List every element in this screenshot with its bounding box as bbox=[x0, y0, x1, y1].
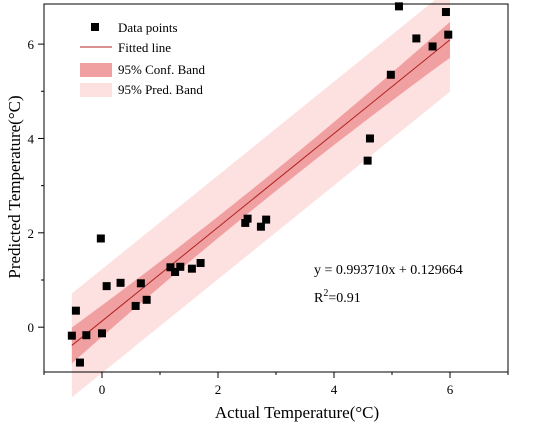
x-tick-label-4: 4 bbox=[331, 382, 338, 397]
legend-marker-conf bbox=[80, 63, 112, 77]
legend: Data points Fitted line 95% Conf. Band 9… bbox=[80, 20, 206, 97]
data-point-18 bbox=[243, 214, 252, 223]
data-point-5 bbox=[96, 234, 105, 243]
data-point-19 bbox=[256, 222, 265, 231]
y-tick-label-4: 4 bbox=[28, 131, 35, 146]
data-point-15 bbox=[187, 264, 196, 273]
data-point-13 bbox=[171, 267, 180, 276]
legend-label-conf: 95% Conf. Band bbox=[118, 62, 206, 77]
fit-equation: y = 0.993710x + 0.129664 bbox=[314, 263, 463, 278]
x-tick-label-0: 0 bbox=[99, 382, 106, 397]
fit-line-layer bbox=[71, 39, 451, 346]
data-point-22 bbox=[365, 134, 374, 143]
data-point-25 bbox=[412, 34, 421, 43]
data-point-1 bbox=[67, 331, 76, 340]
data-point-27 bbox=[441, 8, 450, 17]
legend-marker-points bbox=[91, 23, 99, 31]
data-point-4 bbox=[82, 331, 91, 340]
y-axis-label: Predicted Temperature(°C) bbox=[5, 95, 24, 278]
data-point-11 bbox=[142, 295, 151, 304]
data-point-28 bbox=[444, 30, 453, 39]
data-point-24 bbox=[394, 2, 403, 11]
legend-label-points: Data points bbox=[118, 20, 178, 35]
r-squared-value: =0.91 bbox=[328, 291, 360, 306]
data-point-8 bbox=[116, 278, 125, 287]
y-axis-ticks: 0 2 4 6 bbox=[28, 37, 44, 335]
data-point-21 bbox=[363, 156, 372, 165]
r-squared-prefix: R bbox=[314, 291, 324, 306]
y-tick-label-6: 6 bbox=[28, 37, 35, 52]
data-point-23 bbox=[386, 70, 395, 79]
points-layer bbox=[67, 2, 453, 367]
data-point-17 bbox=[241, 218, 250, 227]
data-point-12 bbox=[166, 263, 175, 272]
data-point-2 bbox=[71, 306, 80, 315]
x-axis-label: Actual Temperature(°C) bbox=[215, 403, 379, 422]
data-point-26 bbox=[428, 42, 437, 51]
legend-label-pred: 95% Pred. Band bbox=[118, 82, 203, 97]
y-tick-label-2: 2 bbox=[28, 226, 35, 241]
legend-marker-pred bbox=[80, 83, 112, 97]
data-point-14 bbox=[176, 262, 185, 271]
fitted-line bbox=[71, 39, 451, 346]
x-tick-label-2: 2 bbox=[215, 382, 222, 397]
r-squared: R2=0.91 bbox=[314, 288, 361, 306]
x-axis-ticks: 0 2 4 6 bbox=[43, 372, 509, 397]
data-point-9 bbox=[131, 301, 140, 310]
y-tick-label-0: 0 bbox=[28, 320, 35, 335]
data-point-6 bbox=[98, 329, 106, 338]
data-point-3 bbox=[75, 358, 84, 367]
x-tick-label-6: 6 bbox=[447, 382, 454, 397]
data-point-7 bbox=[102, 282, 111, 291]
data-point-10 bbox=[136, 279, 145, 288]
r-squared-exponent: 2 bbox=[323, 288, 328, 299]
data-point-20 bbox=[262, 215, 271, 224]
legend-label-fit: Fitted line bbox=[118, 40, 171, 55]
data-point-16 bbox=[196, 259, 205, 268]
